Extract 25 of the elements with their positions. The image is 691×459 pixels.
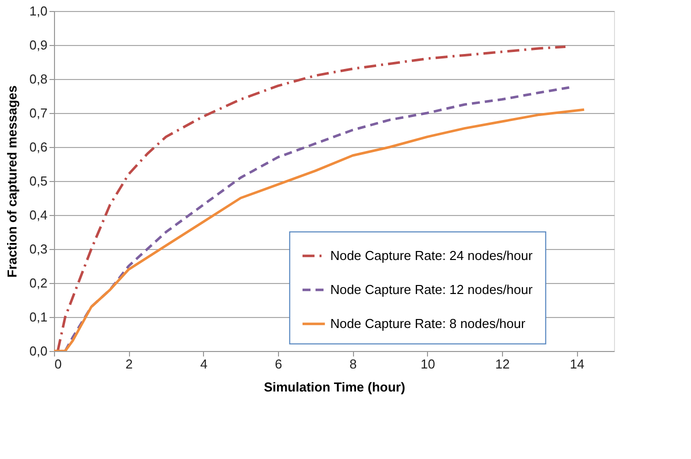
y-tick-label: 0,7 bbox=[29, 106, 48, 120]
x-tick-label: 8 bbox=[350, 356, 357, 372]
x-tick-label: 2 bbox=[126, 356, 133, 372]
y-tick-label: 0,2 bbox=[29, 276, 48, 290]
x-axis-title: Simulation Time (hour) bbox=[264, 380, 406, 394]
legend-label: Node Capture Rate: 12 nodes/hour bbox=[330, 282, 534, 297]
y-tick-label: 0,5 bbox=[29, 174, 48, 188]
y-tick-label: 0,8 bbox=[29, 72, 48, 86]
legend-label: Node Capture Rate: 8 nodes/hour bbox=[330, 316, 526, 331]
x-tick-label: 10 bbox=[420, 356, 436, 372]
x-tick-label: 14 bbox=[570, 356, 584, 372]
line-series bbox=[56, 45, 567, 351]
y-axis-title: Fraction of captured messages bbox=[4, 85, 20, 278]
x-tick-label: 4 bbox=[200, 356, 208, 372]
x-tick-label: 6 bbox=[274, 356, 282, 372]
y-tick-label: 0,1 bbox=[29, 310, 48, 324]
x-tick-label: 12 bbox=[495, 356, 510, 372]
y-tick-label: 0,6 bbox=[29, 140, 48, 154]
y-tick-label: 1,0 bbox=[29, 4, 48, 18]
x-tick-label: 0 bbox=[54, 356, 62, 372]
y-tick-label: 0,3 bbox=[29, 242, 48, 256]
y-tick-label: 0,9 bbox=[29, 38, 48, 52]
legend-label: Node Capture Rate: 24 nodes/hour bbox=[330, 248, 534, 263]
y-tick-label: 0,0 bbox=[29, 344, 48, 358]
y-tick-label: 0,4 bbox=[29, 208, 48, 222]
